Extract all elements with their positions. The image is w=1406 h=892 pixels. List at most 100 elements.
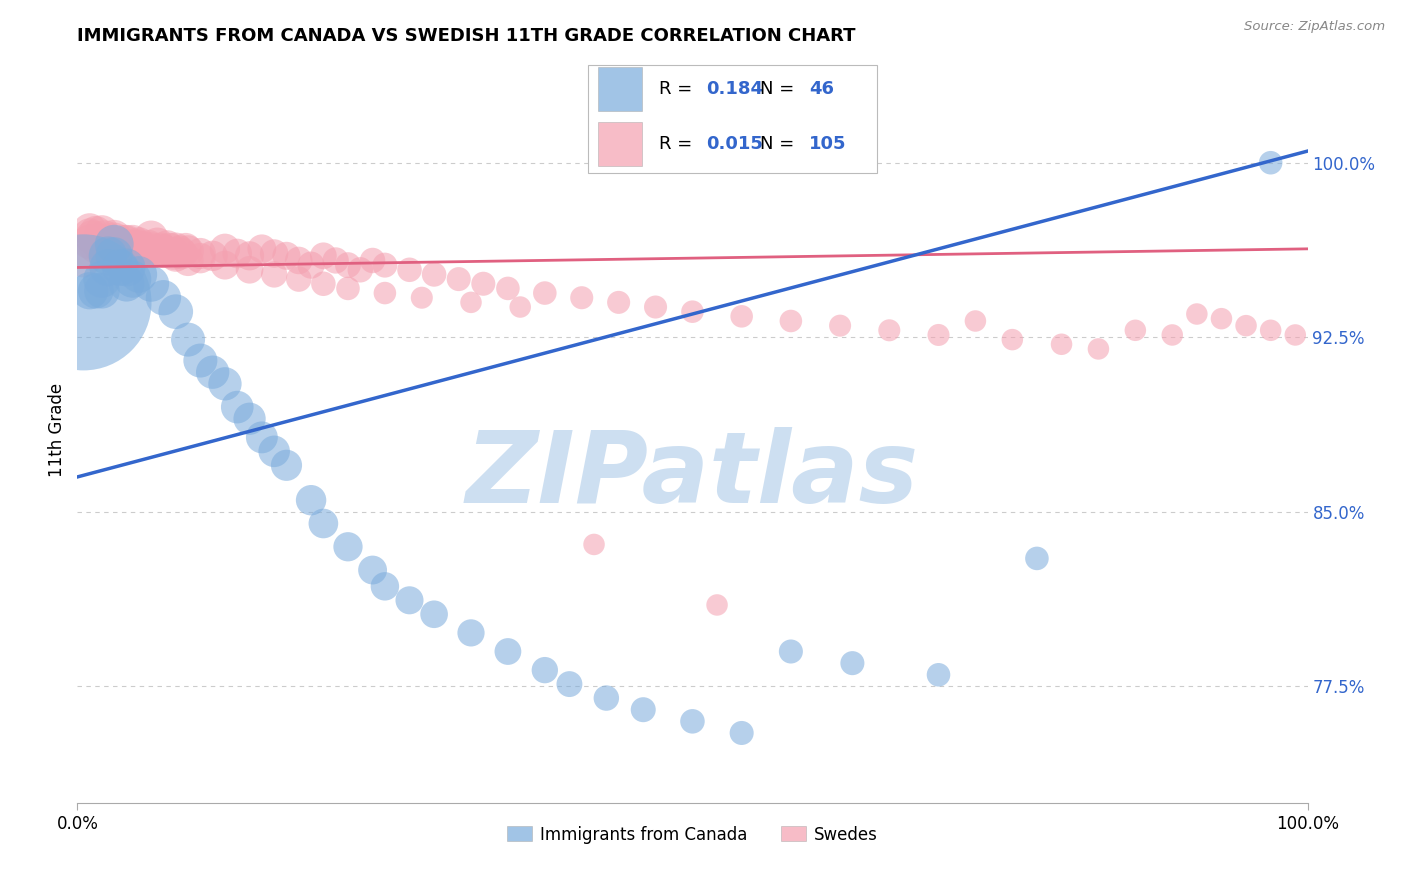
Point xyxy=(84,226,107,240)
Point xyxy=(965,314,987,328)
Point xyxy=(288,253,311,268)
Point xyxy=(361,253,384,268)
Point xyxy=(423,268,446,282)
Point xyxy=(103,239,125,253)
Point xyxy=(177,244,200,259)
Point xyxy=(841,656,863,670)
Point xyxy=(250,242,273,256)
Point xyxy=(682,304,704,318)
Point xyxy=(299,493,322,508)
Point xyxy=(633,703,655,717)
Point xyxy=(128,268,150,282)
Point xyxy=(928,667,950,681)
Point xyxy=(103,233,125,247)
Point xyxy=(1260,323,1282,337)
Point xyxy=(780,644,803,658)
Point xyxy=(115,260,138,275)
Point xyxy=(97,235,120,249)
Point xyxy=(534,286,557,301)
Text: R =: R = xyxy=(659,79,699,97)
Point xyxy=(312,249,335,263)
Point xyxy=(169,244,191,259)
Point xyxy=(115,277,138,291)
Point xyxy=(156,239,179,253)
Point xyxy=(1026,551,1049,566)
Point xyxy=(731,726,754,740)
Point xyxy=(177,333,200,347)
Point xyxy=(374,286,396,301)
Point xyxy=(1211,311,1233,326)
Text: N =: N = xyxy=(761,135,800,153)
Point xyxy=(1284,328,1306,343)
Point xyxy=(644,300,666,314)
Point xyxy=(288,272,311,286)
Point xyxy=(879,323,901,337)
Point xyxy=(115,239,138,253)
Point xyxy=(118,244,141,259)
Point xyxy=(607,295,630,310)
Point xyxy=(177,253,200,268)
Point xyxy=(780,314,803,328)
FancyBboxPatch shape xyxy=(588,65,877,173)
Point xyxy=(1125,323,1147,337)
Point xyxy=(276,249,298,263)
Point xyxy=(90,272,114,286)
Point xyxy=(349,262,371,277)
Point xyxy=(128,237,150,252)
Point xyxy=(1260,155,1282,169)
Point xyxy=(682,714,704,729)
Point xyxy=(239,249,262,263)
Point xyxy=(89,237,111,252)
Point xyxy=(201,365,224,379)
Point xyxy=(103,237,125,252)
Point xyxy=(361,563,384,577)
Point xyxy=(90,237,114,252)
Point xyxy=(128,244,150,259)
Point xyxy=(90,284,114,298)
Point xyxy=(112,235,135,249)
Point xyxy=(79,235,101,249)
Point xyxy=(276,458,298,473)
Text: R =: R = xyxy=(659,135,699,153)
FancyBboxPatch shape xyxy=(598,122,643,166)
Point xyxy=(226,400,249,414)
Point xyxy=(152,291,174,305)
Point xyxy=(263,268,285,282)
Point xyxy=(141,277,163,291)
Point xyxy=(571,291,593,305)
Point xyxy=(337,281,360,295)
Point xyxy=(250,430,273,444)
Point xyxy=(337,258,360,272)
Point xyxy=(188,246,212,260)
Point xyxy=(110,260,132,275)
Point xyxy=(239,411,262,425)
Text: 105: 105 xyxy=(810,135,846,153)
Point xyxy=(312,277,335,291)
Point xyxy=(110,242,132,256)
Point xyxy=(312,516,335,531)
Point xyxy=(121,235,143,249)
Point xyxy=(201,249,224,263)
Point xyxy=(165,304,187,318)
Point xyxy=(138,239,160,253)
Point xyxy=(174,242,197,256)
Point xyxy=(496,644,519,658)
Point xyxy=(1185,307,1208,321)
Point xyxy=(1234,318,1257,333)
Text: 0.184: 0.184 xyxy=(706,79,763,97)
Point xyxy=(1050,337,1073,351)
Point xyxy=(141,242,163,256)
Point xyxy=(496,281,519,295)
Point xyxy=(162,246,184,260)
Point xyxy=(115,235,138,249)
Point xyxy=(131,242,153,256)
Point xyxy=(90,242,114,256)
Point xyxy=(1001,333,1024,347)
Point xyxy=(509,300,531,314)
Legend: Immigrants from Canada, Swedes: Immigrants from Canada, Swedes xyxy=(501,819,884,850)
Point xyxy=(103,249,125,263)
Point xyxy=(558,677,581,691)
Point xyxy=(263,246,285,260)
Point xyxy=(1161,328,1184,343)
Point xyxy=(143,244,166,259)
